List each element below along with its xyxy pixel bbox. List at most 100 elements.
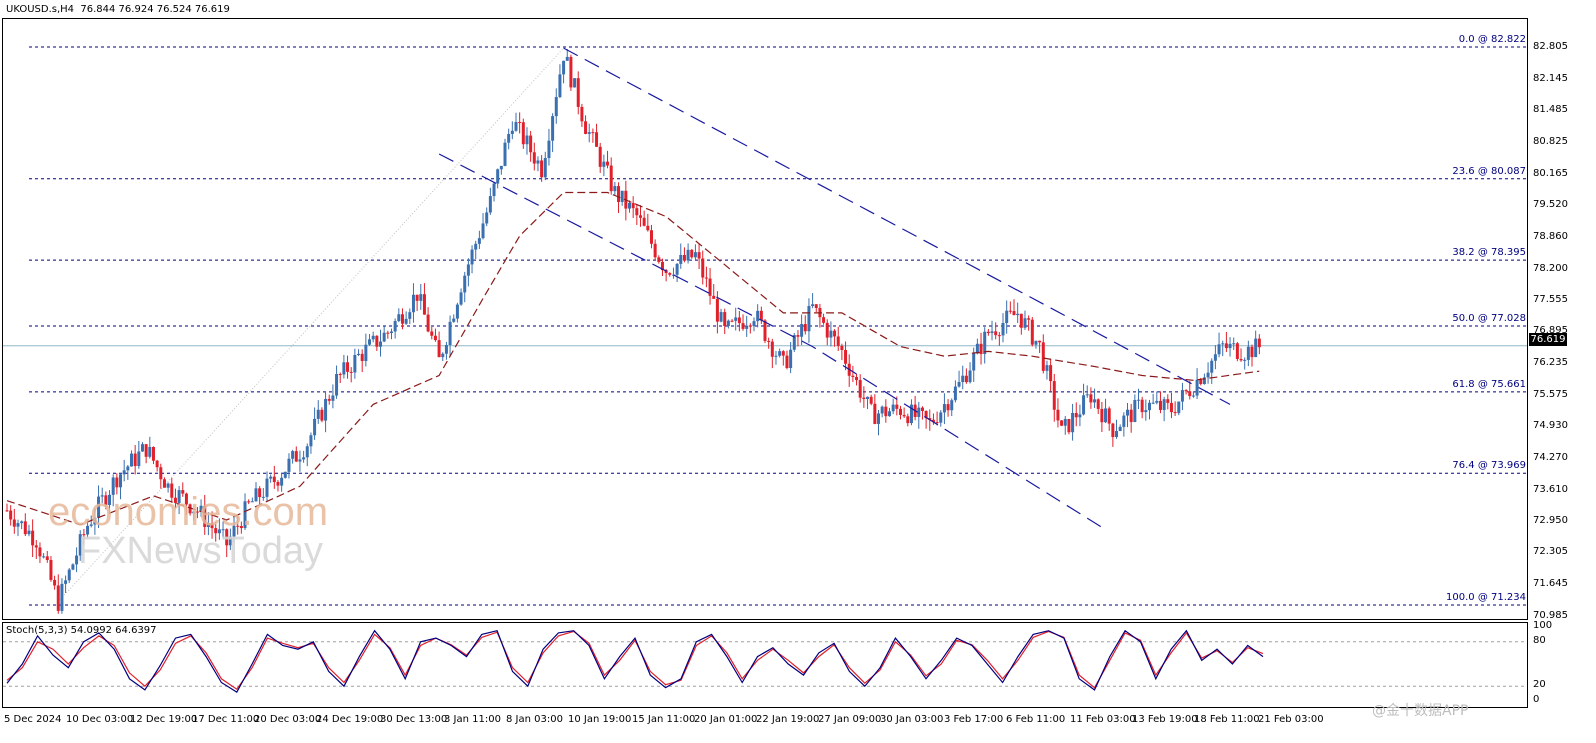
y-tick-label: 74.930	[1533, 420, 1568, 432]
candle-body	[492, 183, 496, 197]
candle-body	[595, 132, 599, 147]
candle-body	[346, 362, 350, 372]
candle-body	[730, 320, 734, 322]
candle-body	[133, 453, 137, 467]
candle-body	[357, 353, 361, 355]
candle-body	[426, 314, 430, 332]
candle-body	[108, 494, 112, 505]
candle-body	[558, 74, 562, 98]
candle-body	[1191, 395, 1195, 397]
stoch-tick-80: 80	[1533, 634, 1546, 646]
candle-body	[1122, 415, 1126, 427]
candle-body	[353, 354, 357, 373]
candle-body	[122, 470, 126, 475]
y-tick-label: 79.520	[1533, 199, 1568, 210]
candle-body	[287, 458, 291, 472]
candle-body	[737, 317, 741, 324]
candle-body	[89, 524, 93, 526]
candle-body	[653, 243, 657, 258]
candle-body	[463, 275, 467, 293]
candle-body	[906, 416, 910, 424]
candle-body	[335, 374, 339, 396]
y-tick-label: 78.860	[1533, 230, 1568, 242]
price-chart-area[interactable]	[2, 18, 1528, 620]
candle-body	[206, 522, 210, 527]
candle-body	[873, 403, 877, 424]
candle-body	[631, 202, 635, 209]
candle-body	[942, 404, 946, 413]
candle-body	[298, 459, 302, 462]
candle-body	[1008, 310, 1012, 312]
candle-body	[466, 264, 470, 276]
candle-body	[1023, 318, 1027, 328]
candle-body	[338, 374, 342, 376]
candle-body	[1144, 410, 1148, 413]
x-tick-label: 27 Jan 09:00	[818, 714, 882, 725]
corner-watermark: @金十数据APP	[1372, 703, 1469, 719]
candle-body	[851, 375, 855, 377]
fib-label: 76.4 @ 73.969	[1452, 460, 1526, 472]
x-tick-label: 20 Dec 03:00	[254, 714, 322, 725]
candle-body	[93, 517, 97, 525]
x-tick-label: 17 Dec 11:00	[192, 714, 260, 725]
stochastic-panel[interactable]	[2, 622, 1528, 708]
candle-body	[1056, 409, 1060, 421]
channel-upper-line	[563, 47, 1231, 405]
candle-body	[891, 404, 895, 412]
candle-body	[1038, 340, 1042, 343]
candle-body	[269, 476, 273, 479]
candle-body	[514, 121, 518, 131]
candle-body	[258, 488, 262, 498]
candle-body	[364, 344, 368, 361]
candle-body	[203, 505, 207, 527]
candle-body	[45, 556, 49, 560]
candle-body	[477, 238, 481, 244]
candle-body	[305, 446, 309, 458]
candle-body	[1180, 390, 1184, 402]
x-tick-label: 18 Feb 11:00	[1194, 714, 1260, 725]
candle-body	[20, 521, 24, 524]
candle-body	[1082, 395, 1086, 415]
candle-body	[554, 97, 558, 117]
candle-body	[562, 60, 566, 75]
candle-body	[928, 418, 932, 420]
candle-body	[693, 252, 697, 258]
candle-body	[280, 477, 284, 486]
candle-body	[642, 217, 646, 226]
candle-body	[393, 321, 397, 332]
candle-body	[1228, 343, 1232, 349]
fib-label: 23.6 @ 80.087	[1452, 165, 1526, 177]
candle-body	[807, 305, 811, 332]
candle-body	[155, 460, 159, 468]
candle-body	[485, 212, 489, 224]
candle-body	[507, 133, 511, 143]
candle-body	[657, 257, 661, 262]
candle-body	[617, 186, 621, 202]
candle-body	[950, 400, 954, 411]
candle-body	[1206, 372, 1210, 378]
candle-body	[64, 580, 68, 584]
candle-body	[1173, 412, 1177, 414]
candle-body	[166, 483, 170, 488]
candle-body	[855, 376, 859, 381]
candle-body	[1162, 399, 1166, 410]
candle-body	[5, 510, 9, 512]
candle-body	[16, 523, 20, 527]
x-tick-label: 20 Jan 01:00	[694, 714, 758, 725]
candle-body	[924, 411, 928, 419]
candle-body	[1049, 365, 1053, 382]
candle-body	[1005, 310, 1009, 324]
candle-body	[448, 321, 452, 345]
channel-lower-line	[438, 153, 1106, 531]
candle-body	[858, 380, 862, 398]
symbol-label: UKOUSD.s,H4	[6, 4, 75, 15]
candle-body	[291, 451, 295, 459]
candle-body	[1235, 343, 1239, 360]
candle-body	[236, 525, 240, 527]
candle-body	[441, 353, 445, 358]
x-tick-label: 22 Jan 19:00	[756, 714, 820, 725]
candle-body	[682, 254, 686, 261]
candle-body	[789, 349, 793, 368]
candle-body	[734, 317, 738, 321]
candle-body	[1147, 402, 1151, 411]
